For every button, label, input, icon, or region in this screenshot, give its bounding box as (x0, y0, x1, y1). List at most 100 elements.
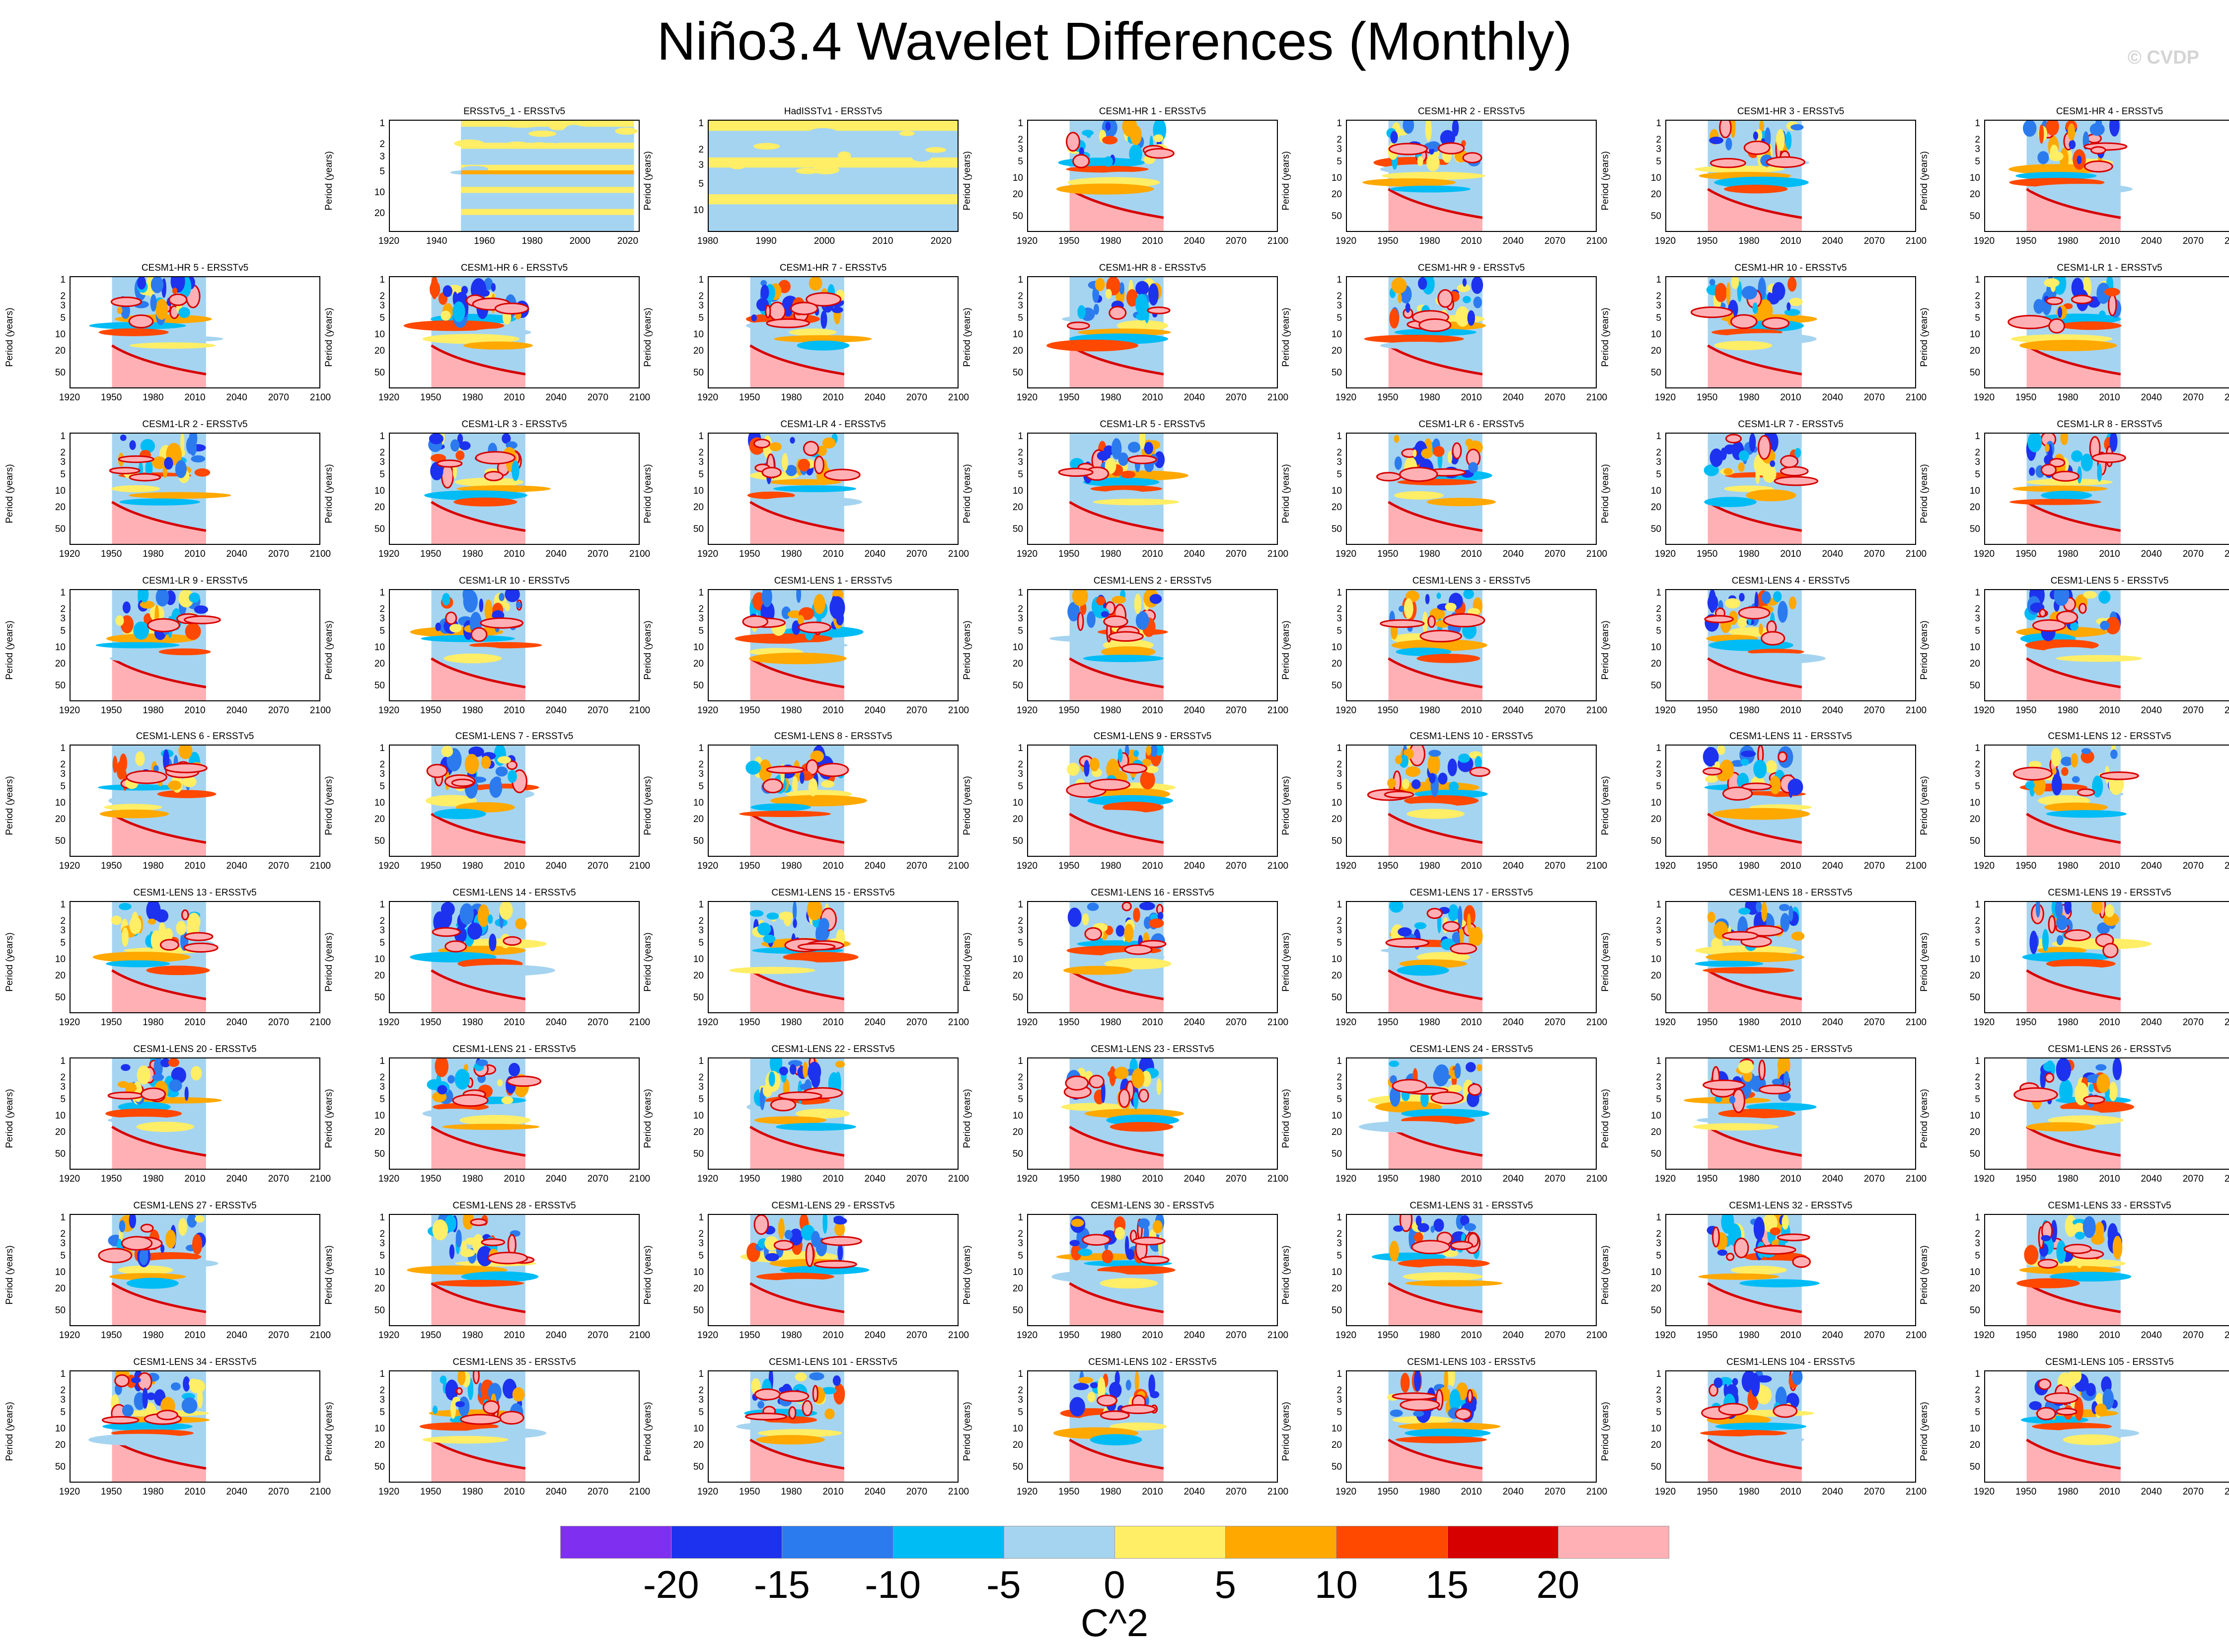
heat-band (2025, 478, 2113, 486)
y-tick-label: 2 (698, 916, 704, 927)
x-tick-label: 2100 (1586, 392, 1608, 403)
x-tick-label: 1980 (2057, 1017, 2079, 1028)
plot-area (1984, 1057, 2229, 1170)
y-tick-label: 10 (1331, 485, 1342, 496)
plot-area (1346, 589, 1597, 701)
y-tick-label: 5 (60, 312, 66, 323)
x-tick-label: 2020 (617, 236, 639, 246)
heat-blob (2012, 766, 2053, 781)
y-axis-label: Period (years) (1600, 1402, 1611, 1461)
heat-band (750, 803, 811, 812)
x-tick-label: 1980 (143, 1487, 164, 1497)
heat-blob (1120, 1404, 1156, 1415)
plot-area (708, 276, 959, 388)
heat-blob (1773, 591, 1782, 602)
x-tick-label: 2100 (309, 705, 331, 716)
heat-blob (1105, 289, 1112, 299)
y-tick-label: 3 (379, 1395, 385, 1406)
y-tick-label: 10 (1969, 642, 1980, 653)
wavelet-heatmap (745, 277, 872, 387)
plot-area (1027, 433, 1278, 545)
x-tick-label: 1980 (1738, 861, 1760, 871)
heat-blob (2048, 318, 2066, 334)
heat-blob (1726, 282, 1731, 305)
y-tick-label: 3 (1337, 1395, 1342, 1406)
x-tick-label: 1980 (781, 392, 802, 403)
heat-blob (512, 1387, 525, 1402)
y-tick-label: 1 (1975, 1369, 1980, 1379)
heat-band (1056, 183, 1154, 195)
y-tick-label: 50 (1012, 1461, 1023, 1472)
y-axis-label: Period (years) (962, 307, 972, 367)
x-tick-label: 1980 (781, 861, 802, 871)
heat-blob (1124, 923, 1134, 943)
x-tick-label: 1980 (2057, 392, 2079, 403)
heat-blob (114, 1374, 130, 1387)
heat-blob (729, 160, 746, 169)
panel-title: CESM1-LENS 4 - ERSSTv5 (1731, 576, 1850, 586)
x-tick-label: 1920 (59, 392, 80, 403)
heat-blob (798, 458, 810, 472)
panel-title: CESM1-LENS 28 - ERSSTv5 (452, 1201, 576, 1211)
y-tick-label: 10 (1650, 485, 1661, 496)
y-axis-label: Period (years) (4, 776, 15, 835)
heat-blob (773, 1240, 794, 1251)
heat-blob (1147, 306, 1171, 314)
heat-band (739, 811, 831, 818)
x-tick-label: 2040 (1822, 1487, 1843, 1497)
y-tick-label: 1 (1656, 1212, 1661, 1223)
x-tick-label: 1980 (1100, 861, 1121, 871)
wavelet-heatmap (109, 434, 231, 544)
y-tick-label: 10 (1331, 1267, 1342, 1277)
y-tick-label: 3 (698, 457, 704, 468)
heat-blob (145, 459, 153, 477)
x-tick-label: 2040 (2141, 549, 2162, 559)
wavelet-heatmap (1690, 277, 1817, 387)
heat-blob (2045, 297, 2063, 305)
x-tick-label: 1980 (143, 549, 164, 559)
heat-blob (1437, 289, 1453, 308)
heat-blob (1411, 1240, 1451, 1255)
heat-band (1704, 497, 1757, 507)
y-tick-label: 50 (1650, 680, 1661, 691)
heat-band (2019, 340, 2117, 351)
x-tick-label: 2070 (1863, 236, 1885, 246)
y-tick-label: 1 (1018, 1369, 1023, 1379)
x-tick-label: 2070 (1863, 1174, 1885, 1184)
heat-blob (1065, 132, 1081, 152)
heat-blob (1769, 776, 1781, 795)
y-tick-label: 1 (1337, 431, 1342, 442)
y-tick-label: 2 (1656, 916, 1661, 927)
colorbar-swatch (1558, 1526, 1669, 1559)
heat-band (111, 485, 160, 493)
y-tick-label: 20 (55, 970, 66, 981)
y-tick-label: 5 (698, 937, 704, 948)
heat-blob (142, 1387, 148, 1409)
heat-blob (1770, 1227, 1781, 1236)
y-tick-label: 10 (1650, 797, 1661, 808)
y-tick-label: 3 (1656, 300, 1661, 311)
wavelet-panel: CESM1-LENS 28 - ERSSTv5 Period (years) 1 2 3… (319, 1200, 650, 1357)
x-tick-label: 2070 (1544, 549, 1565, 559)
heat-blob (1739, 593, 1745, 601)
y-tick-label: 2 (379, 1229, 385, 1240)
x-tick-label: 2070 (2182, 861, 2204, 871)
x-tick-label: 1950 (739, 1487, 760, 1497)
x-tick-label: 2100 (2224, 861, 2229, 871)
heat-blob (121, 1236, 153, 1251)
y-tick-label: 2 (698, 604, 704, 615)
y-tick-label: 3 (1656, 457, 1661, 468)
heat-blob (1133, 750, 1139, 757)
y-tick-label: 3 (1018, 925, 1023, 936)
heat-blob (470, 627, 488, 642)
y-tick-label: 2 (698, 759, 704, 770)
heat-blob (1738, 606, 1771, 620)
plot-area (708, 901, 959, 1013)
y-tick-label: 1 (698, 900, 704, 910)
panel-title: CESM1-LR 10 - ERSSTv5 (459, 576, 570, 586)
x-tick-label: 1980 (1419, 236, 1440, 246)
heat-blob (484, 599, 493, 621)
wavelet-panel: CESM1-LENS 5 - ERSSTv5 Period (years) 1 2 3 5… (1915, 575, 2229, 732)
heat-blob (790, 301, 818, 315)
heat-blob (477, 904, 490, 927)
